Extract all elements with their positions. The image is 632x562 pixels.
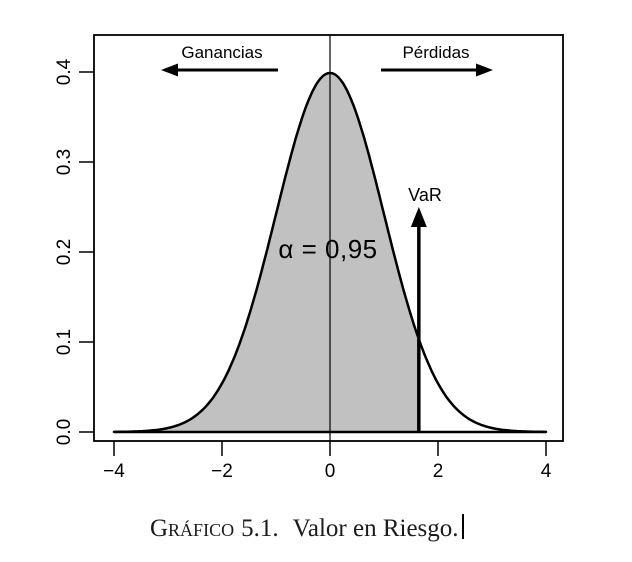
y-tick-label: 0.0 <box>54 419 75 445</box>
caption-number: 5.1. <box>241 515 279 542</box>
alpha-label: α = 0,95 <box>278 234 377 264</box>
plot-border <box>93 34 564 442</box>
var-distribution-chart: −4 −2 0 2 4 0.0 0.1 0.2 0.3 0.4 VaR Ganancias Pé… <box>54 34 564 482</box>
var-arrow-head-icon <box>410 207 427 227</box>
y-tick-label: 0.4 <box>54 58 75 85</box>
x-tick-label: −4 <box>103 461 125 482</box>
x-tick-label: 2 <box>433 461 444 482</box>
caption-title: Valor en Riesgo. <box>292 515 459 542</box>
left-arrow-head-icon <box>161 63 178 77</box>
caption-label: Gráfico <box>150 515 235 542</box>
y-tick-label: 0.2 <box>54 239 75 265</box>
losses-label: Pérdidas <box>402 43 469 62</box>
x-axis: −4 −2 0 2 4 <box>103 441 552 482</box>
text-cursor <box>461 514 464 539</box>
density-curve <box>112 71 548 434</box>
y-tick-label: 0.3 <box>54 149 75 175</box>
x-tick-label: 0 <box>325 461 336 482</box>
y-tick-label: 0.1 <box>54 329 75 355</box>
shaded-alpha-area <box>114 73 419 432</box>
figure-caption[interactable]: Gráfico 5.1. Valor en Riesgo. <box>150 514 464 544</box>
gains-label: Ganancias <box>181 43 262 62</box>
x-tick-label: −2 <box>211 461 233 482</box>
y-axis: 0.0 0.1 0.2 0.3 0.4 <box>54 58 94 445</box>
x-tick-label: 4 <box>541 461 552 482</box>
var-label: VaR <box>408 185 442 205</box>
right-arrow-head-icon <box>476 63 493 77</box>
